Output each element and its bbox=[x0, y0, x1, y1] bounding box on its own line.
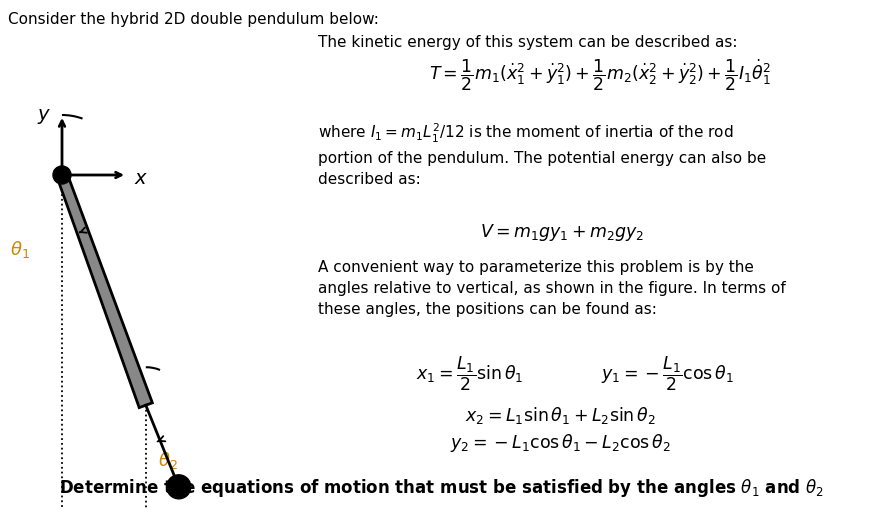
Text: $T = \dfrac{1}{2}m_1(\dot{x}_1^2 + \dot{y}_1^2) +\dfrac{1}{2}m_2(\dot{x}_2^2 + \: $T = \dfrac{1}{2}m_1(\dot{x}_1^2 + \dot{… bbox=[429, 58, 771, 93]
Text: $y_1 = -\dfrac{L_1}{2}\cos\theta_1$: $y_1 = -\dfrac{L_1}{2}\cos\theta_1$ bbox=[601, 355, 735, 394]
Text: $x$: $x$ bbox=[134, 170, 149, 188]
Polygon shape bbox=[56, 172, 152, 408]
Text: $y$: $y$ bbox=[37, 108, 51, 126]
Text: $x_2 = L_1\sin\theta_1 + L_2\sin\theta_2$: $x_2 = L_1\sin\theta_1 + L_2\sin\theta_2… bbox=[465, 405, 655, 426]
Text: $V = m_1gy_1 + m_2gy_2$: $V = m_1gy_1 + m_2gy_2$ bbox=[480, 222, 644, 243]
Circle shape bbox=[53, 166, 71, 184]
Text: $x_1 = \dfrac{L_1}{2}\sin\theta_1$: $x_1 = \dfrac{L_1}{2}\sin\theta_1$ bbox=[416, 355, 523, 394]
Text: $\theta_1$: $\theta_1$ bbox=[10, 239, 30, 261]
Text: $\theta_2$: $\theta_2$ bbox=[158, 450, 178, 471]
Circle shape bbox=[167, 475, 191, 499]
Text: A convenient way to parameterize this problem is by the
angles relative to verti: A convenient way to parameterize this pr… bbox=[318, 260, 786, 317]
Text: The kinetic energy of this system can be described as:: The kinetic energy of this system can be… bbox=[318, 35, 737, 50]
Text: $y_2 = -L_1\cos\theta_1 - L_2\cos\theta_2$: $y_2 = -L_1\cos\theta_1 - L_2\cos\theta_… bbox=[450, 432, 670, 454]
Text: Consider the hybrid 2D double pendulum below:: Consider the hybrid 2D double pendulum b… bbox=[8, 12, 379, 27]
Text: Determine the equations of motion that must be satisfied by the angles $\boldsym: Determine the equations of motion that m… bbox=[59, 477, 825, 499]
Text: where $I_1 = m_1L_1^2/12$ is the moment of inertia of the rod
portion of the pen: where $I_1 = m_1L_1^2/12$ is the moment … bbox=[318, 122, 766, 187]
